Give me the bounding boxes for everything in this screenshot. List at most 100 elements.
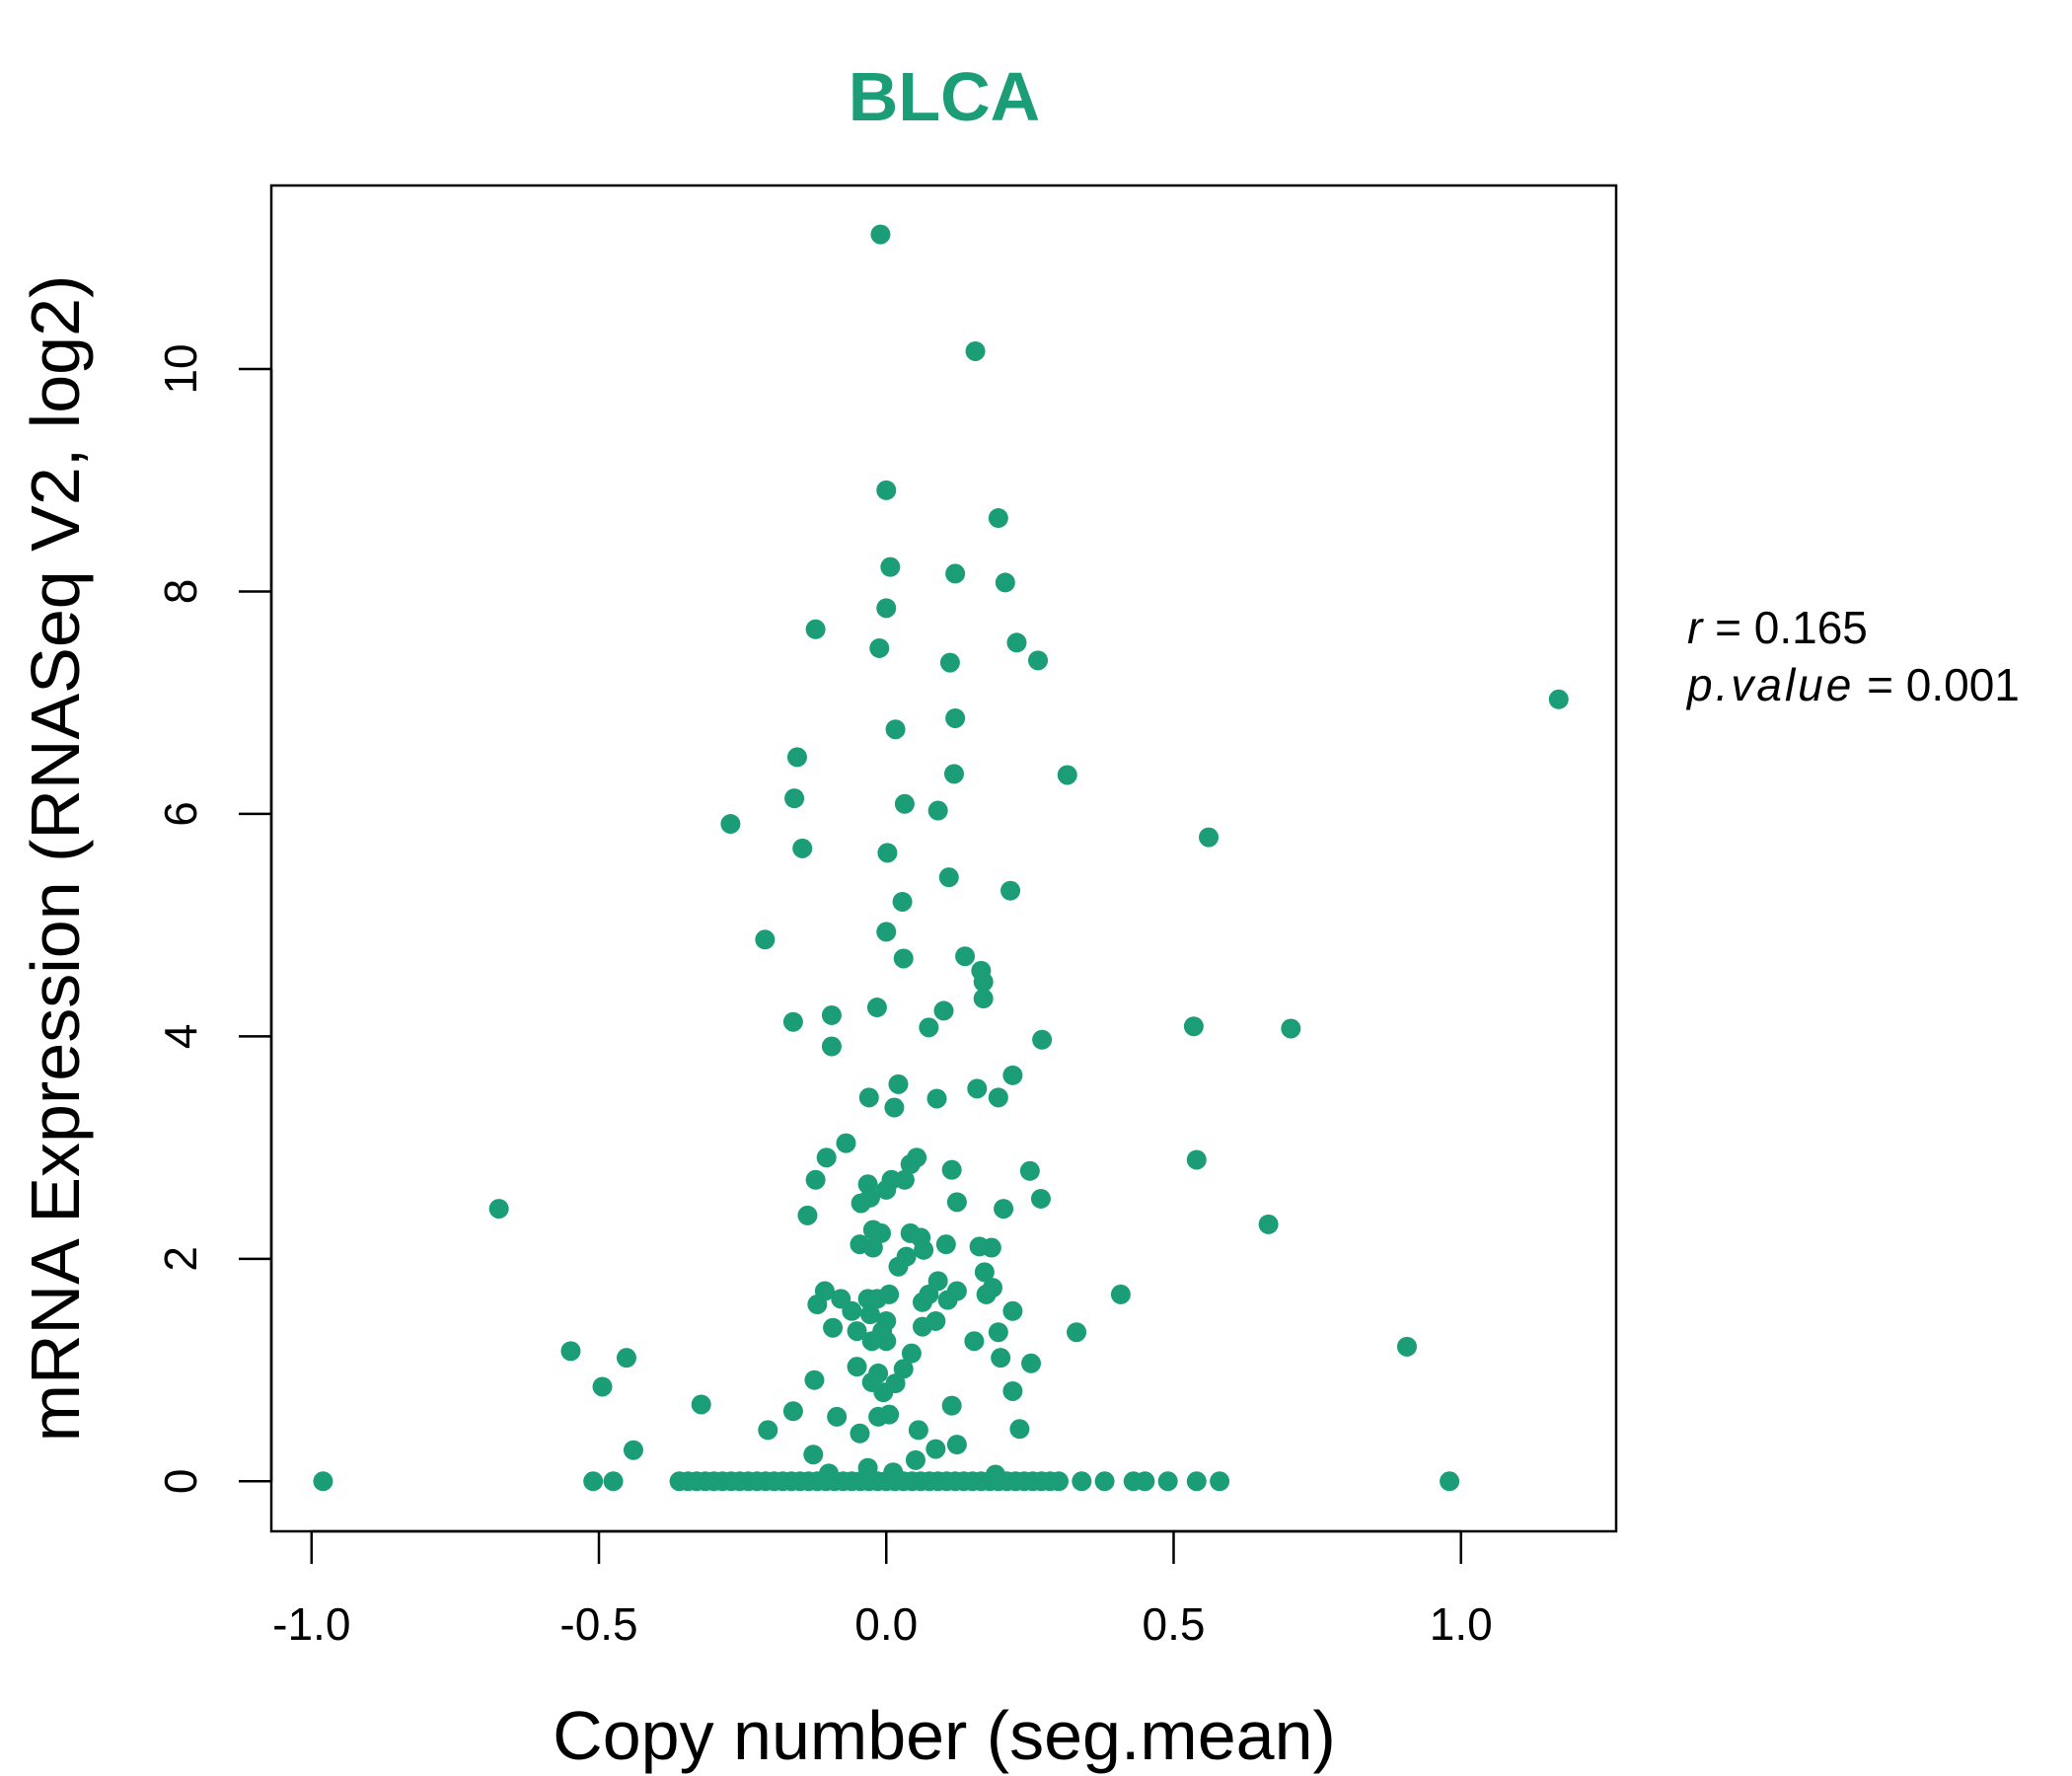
data-point [888, 1073, 909, 1094]
x-axis: -1.0 -0.5 0.0 0.5 1.0 [272, 1529, 1493, 1650]
data-point [1094, 1471, 1115, 1492]
data-point [1028, 650, 1049, 671]
data-point [851, 1193, 871, 1214]
data-point [782, 1401, 803, 1422]
data-point [1110, 1284, 1131, 1304]
data-point [870, 224, 891, 245]
data-point [821, 1004, 842, 1025]
data-point [912, 1292, 932, 1312]
data-point [1440, 1471, 1460, 1492]
data-point [905, 1449, 925, 1470]
data-point [1183, 1016, 1204, 1037]
data-point [821, 1036, 842, 1057]
data-point [876, 598, 897, 619]
data-point [880, 556, 901, 577]
data-point [937, 1290, 958, 1310]
p-value: 0.001 [1906, 659, 2020, 710]
data-point [919, 1017, 939, 1038]
data-point [560, 1341, 581, 1362]
data-point [938, 867, 959, 888]
data-point [1006, 632, 1027, 653]
data-point [603, 1471, 624, 1492]
data-point [941, 1159, 962, 1180]
data-point [884, 1097, 905, 1118]
data-point [965, 340, 986, 361]
data-point [805, 1169, 826, 1190]
y-axis: 0 2 4 6 8 10 [155, 343, 273, 1494]
data-point [908, 1420, 928, 1441]
data-point [758, 1420, 778, 1441]
data-point [973, 972, 994, 993]
data-point [786, 747, 807, 768]
data-point [885, 719, 906, 740]
data-point [623, 1440, 643, 1460]
data-point [816, 1147, 837, 1168]
data-point [912, 1316, 932, 1337]
x-tick-label: -0.5 [559, 1598, 637, 1650]
data-point [804, 1369, 825, 1390]
data-point [807, 1295, 828, 1315]
data-point [868, 1406, 889, 1427]
data-point [1396, 1336, 1417, 1357]
data-point [871, 1222, 892, 1243]
data-point [894, 793, 915, 814]
data-point [988, 1087, 1008, 1108]
data-point [988, 1322, 1008, 1343]
data-point [866, 998, 887, 1018]
plot-frame [269, 184, 1618, 1533]
chart-title: BLCA [849, 58, 1040, 135]
r-value: 0.165 [1754, 602, 1868, 653]
data-point [967, 1078, 988, 1099]
data-point [755, 929, 776, 950]
data-point [792, 838, 813, 858]
data-point [955, 946, 976, 967]
data-point [861, 1331, 882, 1352]
data-point [1048, 1471, 1069, 1492]
data-point [842, 1300, 862, 1321]
data-point [805, 619, 826, 639]
data-point [893, 1359, 914, 1379]
data-point [925, 1439, 946, 1459]
data-point [1135, 1471, 1155, 1492]
data-point [1030, 1188, 1051, 1209]
data-point [901, 1343, 922, 1364]
points-layer [313, 224, 1569, 1492]
data-point [900, 1154, 921, 1174]
data-point [945, 563, 966, 584]
data-point [616, 1348, 636, 1369]
data-point [976, 1284, 997, 1304]
data-point [1281, 1018, 1301, 1039]
data-point [1157, 1471, 1178, 1492]
x-tick-label: 0.0 [854, 1598, 918, 1650]
data-point [946, 1192, 967, 1213]
data-point [981, 1237, 1001, 1258]
data-point [873, 1382, 894, 1403]
data-point [1548, 689, 1569, 709]
data-point [858, 1087, 879, 1108]
data-point [1019, 1160, 1040, 1181]
data-point [862, 1237, 883, 1258]
data-point [827, 1406, 848, 1427]
data-point [946, 1435, 967, 1455]
data-point [583, 1471, 604, 1492]
data-point [803, 1444, 824, 1465]
data-point [1002, 1065, 1023, 1085]
data-point [836, 1133, 856, 1153]
data-point [943, 764, 964, 784]
data-point [1002, 1300, 1023, 1321]
y-tick-label: 0 [155, 1468, 206, 1494]
data-point [850, 1423, 870, 1443]
data-point [691, 1394, 711, 1415]
data-point [991, 1348, 1011, 1369]
data-point [1210, 1471, 1230, 1492]
r-label: r [1687, 602, 1704, 653]
data-point [1067, 1322, 1087, 1343]
data-point [926, 1088, 947, 1109]
p-eq: = [1867, 659, 1893, 710]
data-point [974, 1262, 995, 1283]
data-point [847, 1357, 867, 1377]
y-tick-label: 6 [155, 801, 206, 827]
data-point [1000, 880, 1021, 901]
data-point [933, 1000, 954, 1021]
data-point [1186, 1149, 1207, 1170]
